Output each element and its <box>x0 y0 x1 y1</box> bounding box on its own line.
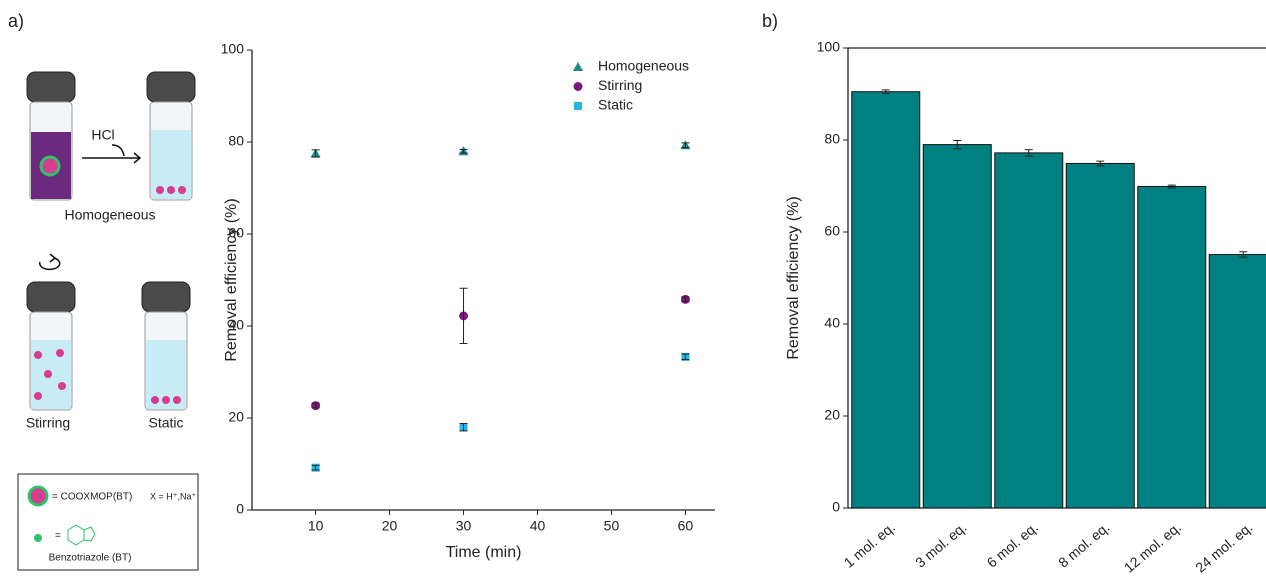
precipitate <box>151 396 181 404</box>
x-tick-label: 3 mol. eq. <box>912 519 969 571</box>
key-text: = <box>55 531 61 542</box>
mop-icon <box>39 155 61 177</box>
legend-label: Static <box>598 97 633 113</box>
precipitate <box>156 186 186 194</box>
error-bar <box>1167 184 1176 189</box>
error-bar <box>459 287 468 344</box>
key-box <box>17 473 199 571</box>
bar <box>922 144 992 509</box>
vial-cap <box>141 281 191 313</box>
error-bar <box>953 139 962 150</box>
x-tick-label: 12 mol. eq. <box>1121 519 1184 576</box>
y-tick-label: 0 <box>236 501 244 517</box>
x-tick-label: 20 <box>382 518 398 534</box>
bar <box>1208 254 1266 509</box>
vial-cap <box>26 281 76 313</box>
condition-label: Homogeneous <box>64 207 155 223</box>
y-tick-label: 80 <box>824 131 840 147</box>
error-bar <box>681 296 690 303</box>
error-bar <box>311 402 320 409</box>
x-tick-label: 1 mol. eq. <box>841 519 898 571</box>
y-tick-label: 40 <box>228 317 244 333</box>
key-text: = COOXMOP(BT) <box>52 492 132 503</box>
panel-label: a) <box>8 11 24 31</box>
y-tick-label: 80 <box>228 133 244 149</box>
x-tick-label: 40 <box>530 518 546 534</box>
error-bar <box>881 89 890 95</box>
x-tick-label: 6 mol. eq. <box>984 519 1041 571</box>
y-axis-title: Removal efficiency (%) <box>223 198 240 361</box>
stir-icon <box>38 253 61 271</box>
error-bar <box>1024 149 1033 157</box>
bar <box>851 91 921 509</box>
x-tick-label: 8 mol. eq. <box>1055 519 1112 571</box>
particles <box>34 349 66 400</box>
y-tick-label: 20 <box>228 409 244 425</box>
arrow <box>82 144 142 164</box>
condition-label: Stirring <box>26 415 70 431</box>
vial-cap <box>146 71 196 103</box>
key-text: X = H⁺,Na⁺ <box>150 491 197 501</box>
error-bar <box>459 423 468 432</box>
x-tick-label: 50 <box>604 518 620 534</box>
marker <box>573 62 583 71</box>
x-tick-label: 10 <box>308 518 324 534</box>
marker <box>573 82 583 91</box>
y-axis-title: Removal efficiency (%) <box>785 196 802 359</box>
legend-label: Stirring <box>598 77 642 93</box>
legend-label: Homogeneous <box>598 58 689 74</box>
condition-label: Static <box>148 415 183 431</box>
x-tick-label: 24 mol. eq. <box>1192 519 1255 576</box>
bt-structure <box>67 524 96 546</box>
y-tick-label: 40 <box>824 315 840 331</box>
error-bar <box>1239 251 1248 258</box>
error-bar <box>681 142 690 149</box>
bar <box>1065 162 1135 509</box>
bar <box>1137 185 1207 509</box>
error-bar <box>1096 160 1105 167</box>
marker <box>574 102 582 110</box>
error-bar <box>311 464 320 471</box>
bar <box>994 152 1064 509</box>
y-tick-label: 0 <box>832 499 840 515</box>
y-tick-label: 100 <box>221 41 245 57</box>
error-bar <box>311 149 320 158</box>
error-bar <box>681 353 690 361</box>
vial-cap <box>26 71 76 103</box>
x-axis-title: Time (min) <box>446 544 522 561</box>
bt-icon <box>34 534 42 542</box>
y-tick-label: 60 <box>824 223 840 239</box>
x-tick-label: 30 <box>456 518 472 534</box>
panel-label: b) <box>762 11 778 31</box>
diagram: HCl Homogeneous Stirring Static = COOXMO… <box>17 71 199 571</box>
y-tick-label: 100 <box>817 39 841 55</box>
y-tick-label: 20 <box>824 407 840 423</box>
y-tick-label: 60 <box>228 225 244 241</box>
reagent: HCl <box>91 127 114 143</box>
x-tick-label: 60 <box>678 518 694 534</box>
mop-icon <box>27 485 49 507</box>
error-bar <box>459 148 468 154</box>
key-text: Benzotriazole (BT) <box>49 553 132 564</box>
